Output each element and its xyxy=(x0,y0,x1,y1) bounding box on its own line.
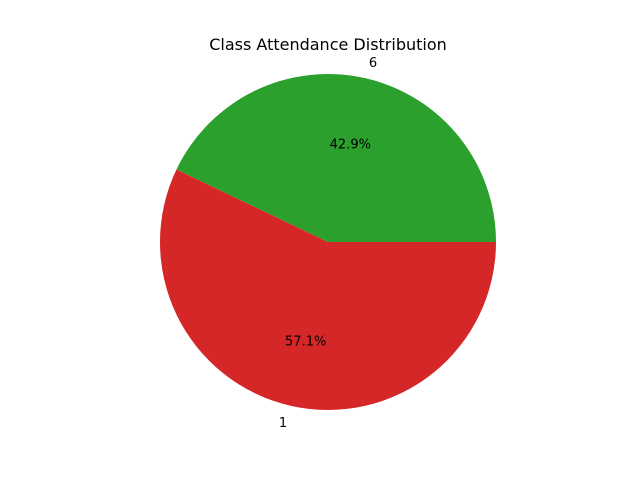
pie-slice-1 xyxy=(159,169,496,411)
pie-pct-label-1: 57.1% xyxy=(285,334,326,349)
pie-category-label-1: 1 xyxy=(279,416,287,431)
pie-slices xyxy=(159,74,496,411)
pie-labels: 42.9% 6 57.1% 1 xyxy=(279,56,377,431)
pie-category-label-6: 6 xyxy=(369,56,377,71)
pie-slice-6 xyxy=(176,74,496,242)
chart-title: Class Attendance Distribution xyxy=(209,35,447,54)
pie-pct-label-6: 42.9% xyxy=(330,138,371,153)
